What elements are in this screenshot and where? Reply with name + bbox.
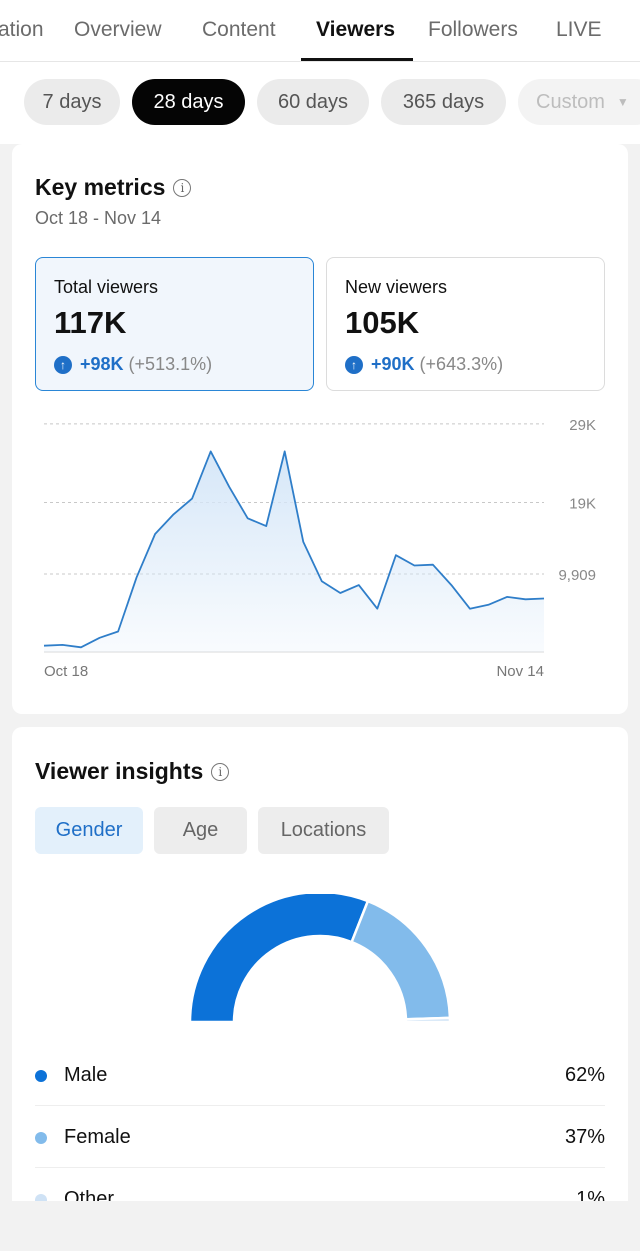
- series-line: [43, 450, 545, 649]
- viewer-insights-title: Viewer insights: [35, 758, 204, 784]
- viewers-line-chart: 29K 19K 9,909 Oct 18 Nov 14: [43, 417, 596, 680]
- period-custom-button[interactable]: Custom ▼: [518, 79, 640, 125]
- arrow-up-icon: ↑: [345, 355, 363, 374]
- legend-row-male: Male 62%: [35, 1044, 605, 1106]
- donut-segment-other: [404, 1016, 450, 1024]
- x-tick-label-start: Oct 18: [44, 663, 88, 680]
- y-tick-label: 19K: [569, 496, 596, 513]
- arrow-up-icon: ↑: [54, 355, 72, 374]
- donut-segment-female: [350, 899, 450, 1021]
- donut-segment-male: [190, 894, 370, 1024]
- info-icon[interactable]: i: [173, 178, 192, 197]
- metric-delta: +98K: [80, 354, 124, 374]
- key-metrics-title: Key metrics: [35, 174, 166, 200]
- active-tab-underline: [301, 58, 413, 61]
- y-tick-label: 29K: [569, 417, 596, 434]
- tab-followers[interactable]: Followers: [428, 18, 518, 41]
- metric-value: 105K: [345, 305, 420, 340]
- metric-change: ↑ +90K (+643.3%): [345, 354, 503, 375]
- date-range: Oct 18 - Nov 14: [35, 208, 162, 228]
- period-60-days-button[interactable]: 60 days: [257, 79, 369, 125]
- legend-name: Male: [64, 1064, 108, 1086]
- period-28-days-button[interactable]: 28 days: [132, 79, 245, 125]
- metric-label: New viewers: [345, 277, 448, 297]
- legend-value: 1%: [576, 1188, 605, 1201]
- metric-label: Total viewers: [54, 277, 159, 297]
- tab-age[interactable]: Age: [154, 807, 247, 854]
- key-metrics-card: Key metrics i Oct 18 - Nov 14 Total view…: [12, 144, 628, 714]
- chevron-down-icon: ▼: [616, 95, 629, 109]
- metric-value: 117K: [54, 305, 127, 340]
- y-tick-label: 9,909: [558, 567, 596, 584]
- series-area: [44, 451, 544, 652]
- info-icon[interactable]: i: [211, 762, 230, 781]
- metric-change: ↑ +98K (+513.1%): [54, 354, 212, 375]
- total-viewers-metric[interactable]: Total viewers 117K ↑ +98K (+513.1%): [35, 257, 314, 391]
- legend-dot: [35, 1194, 47, 1201]
- tab-content[interactable]: Content: [202, 18, 276, 41]
- legend-name: Female: [64, 1126, 131, 1148]
- tab-gender[interactable]: Gender: [35, 807, 143, 854]
- tab-ation[interactable]: ation: [0, 18, 44, 41]
- viewer-insights-heading: Viewer insights i: [35, 758, 230, 785]
- legend-value: 62%: [564, 1064, 605, 1086]
- legend-name: Other: [64, 1188, 115, 1201]
- legend-dot: [35, 1132, 47, 1144]
- tab-overview[interactable]: Overview: [74, 18, 162, 41]
- legend-dot: [35, 1070, 47, 1082]
- gender-donut-chart: [190, 894, 450, 1024]
- period-365-days-button[interactable]: 365 days: [381, 79, 506, 125]
- metric-percent: (+643.3%): [419, 354, 504, 374]
- top-tab-bar: ation Overview Content Viewers Followers…: [0, 0, 640, 62]
- viewer-insights-card: Viewer insights i Gender Age Locations M…: [12, 727, 628, 1201]
- period-selector: 7 days 28 days 60 days 365 days Custom ▼: [0, 62, 640, 144]
- metric-delta: +90K: [371, 354, 415, 374]
- legend-row-other: Other 1%: [35, 1168, 605, 1201]
- tab-live[interactable]: LIVE: [556, 18, 602, 41]
- x-tick-label-end: Nov 14: [496, 663, 544, 680]
- legend-row-female: Female 37%: [35, 1106, 605, 1168]
- period-7-days-button[interactable]: 7 days: [24, 79, 120, 125]
- new-viewers-metric[interactable]: New viewers 105K ↑ +90K (+643.3%): [326, 257, 605, 391]
- tab-viewers[interactable]: Viewers: [316, 18, 396, 41]
- key-metrics-heading: Key metrics i: [35, 174, 192, 201]
- custom-label: Custom: [536, 90, 605, 113]
- tab-locations[interactable]: Locations: [258, 807, 389, 854]
- metric-percent: (+513.1%): [128, 354, 213, 374]
- legend-value: 37%: [564, 1126, 605, 1148]
